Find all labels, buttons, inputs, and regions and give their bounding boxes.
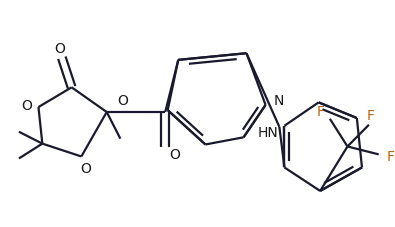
Text: O: O	[117, 94, 128, 108]
Text: HN: HN	[257, 125, 278, 139]
Text: N: N	[274, 94, 284, 108]
Text: F: F	[316, 104, 324, 118]
Text: O: O	[21, 99, 32, 113]
Text: F: F	[367, 108, 375, 122]
Text: O: O	[169, 148, 181, 162]
Text: O: O	[80, 162, 91, 175]
Text: F: F	[386, 150, 394, 164]
Text: O: O	[55, 42, 65, 56]
